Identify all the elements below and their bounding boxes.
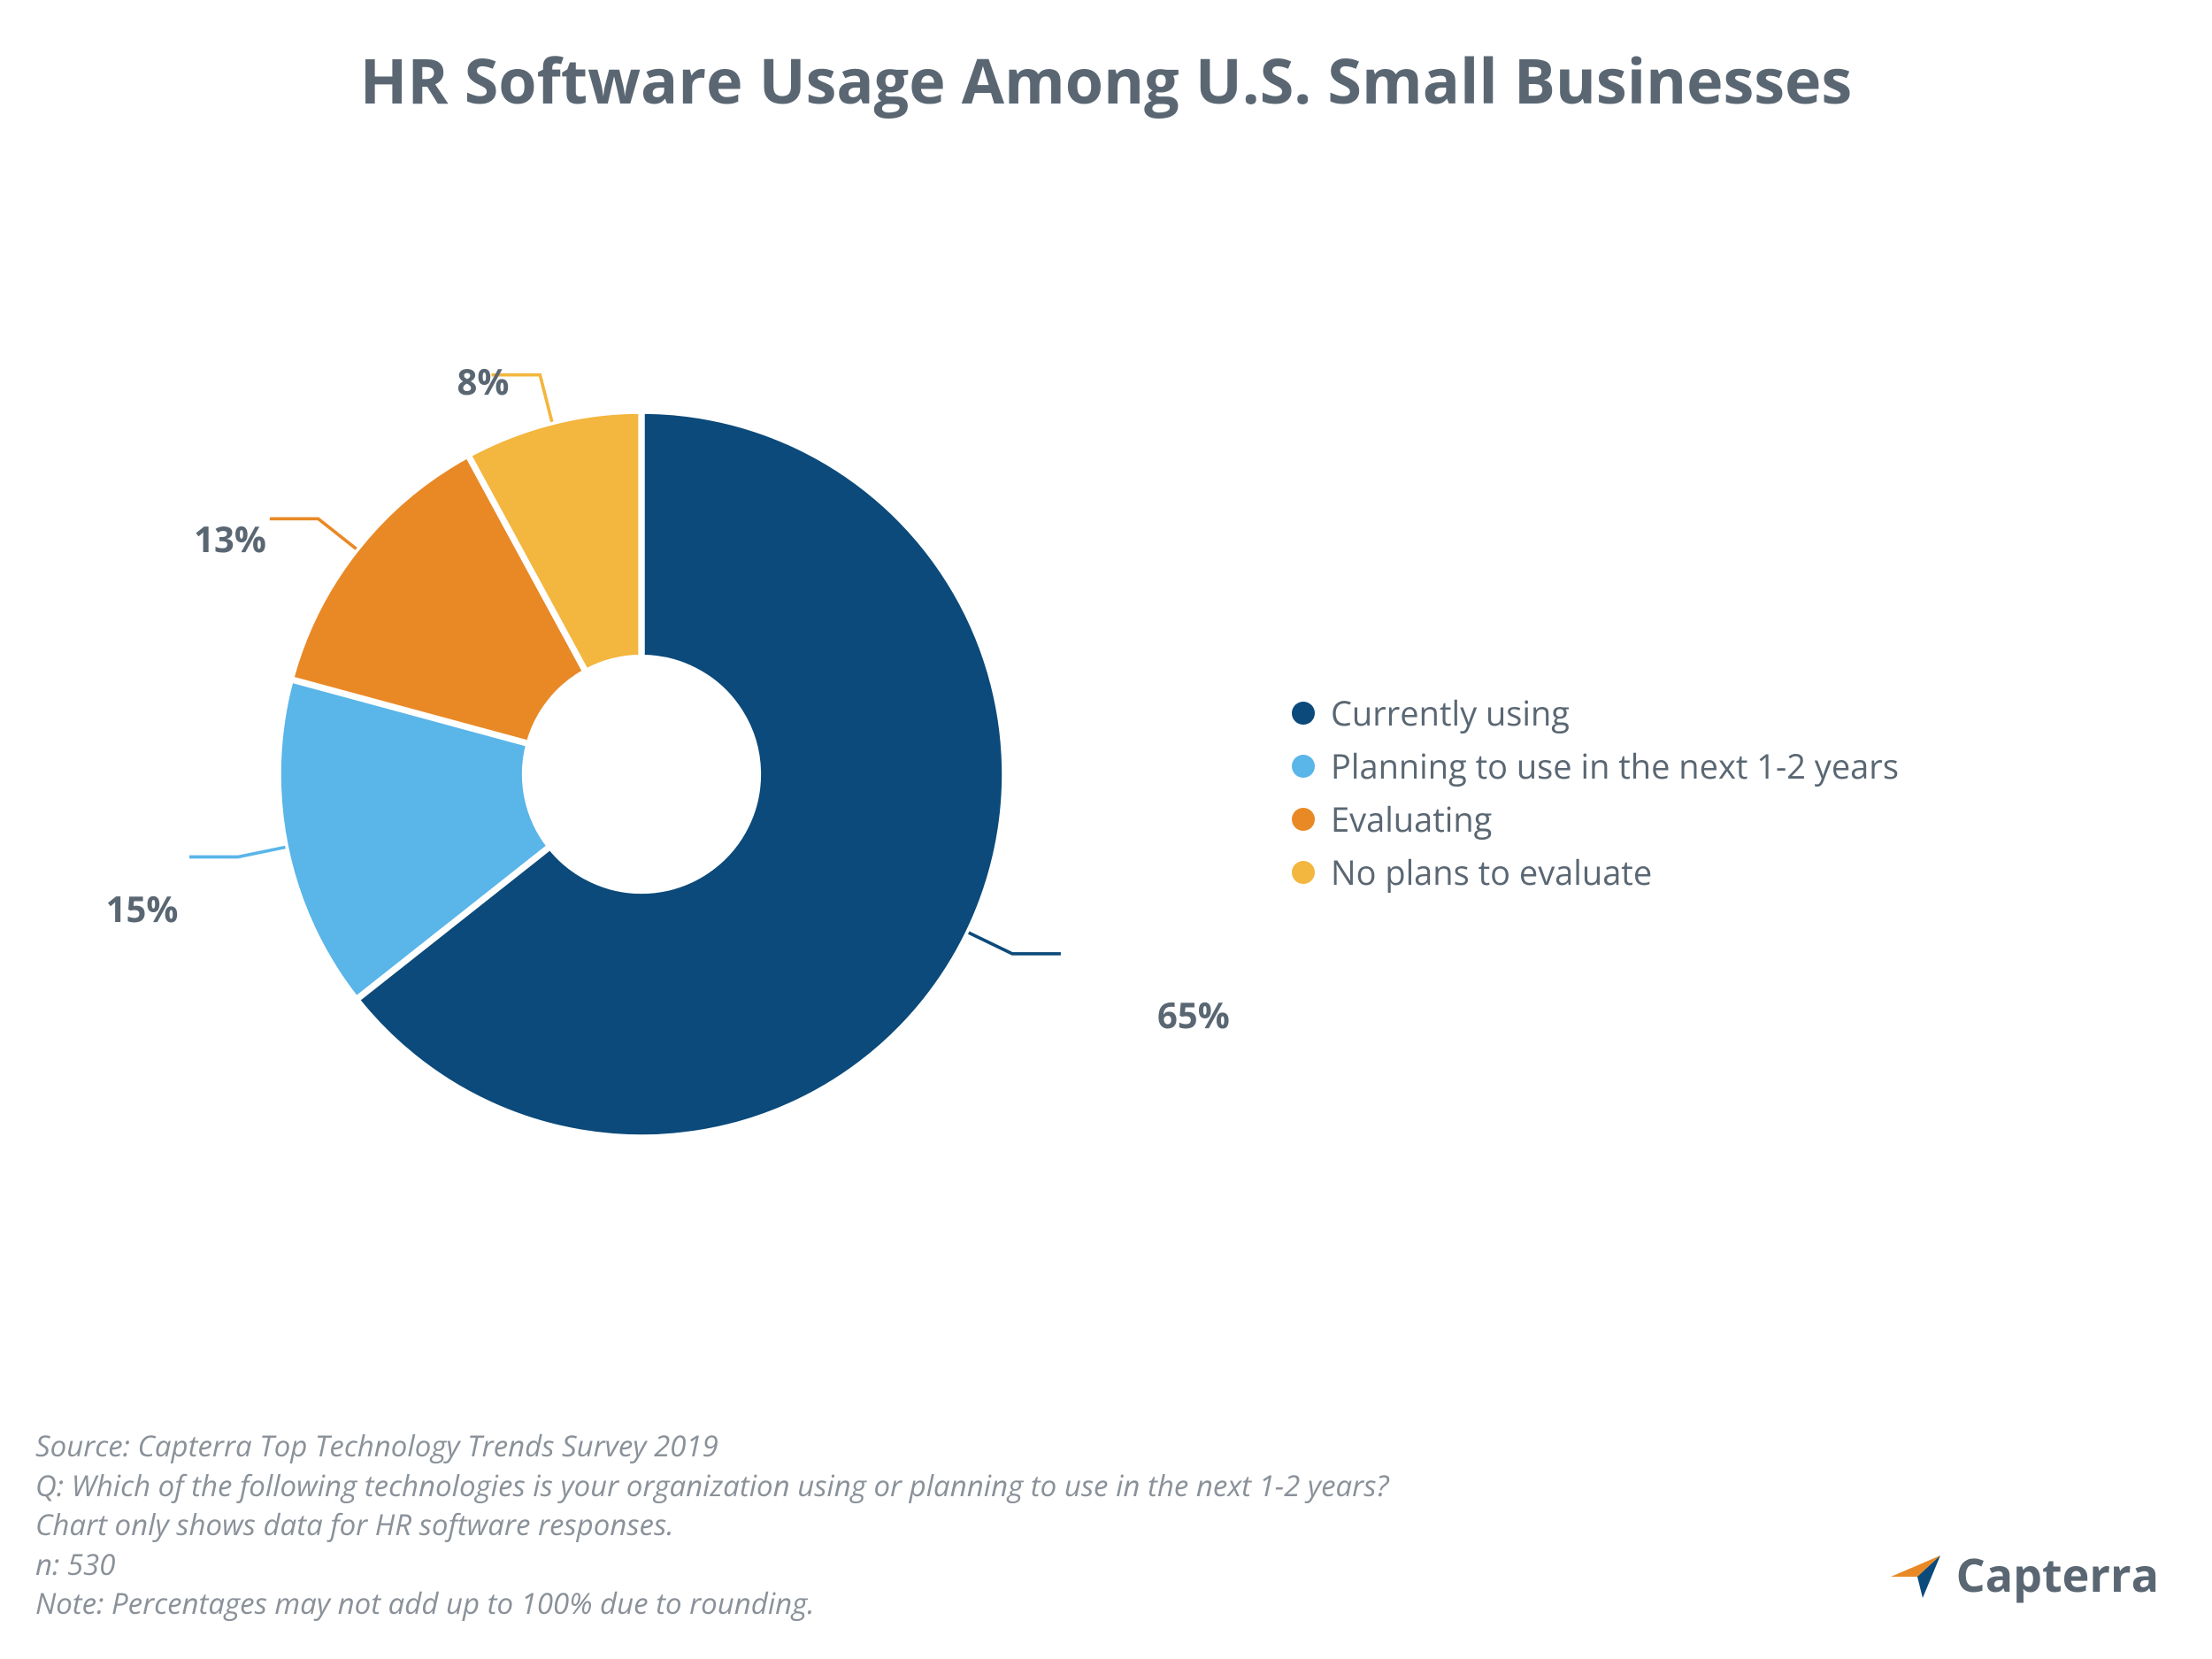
legend-label-evaluating: Evaluating	[1331, 796, 1492, 842]
footnote-line-4: Note: Percentages may not add up to 100%…	[35, 1584, 1805, 1624]
leader-planning	[189, 848, 285, 857]
capterra-logo: Capterra	[1887, 1543, 2159, 1606]
slice-label-evaluating: 13%	[194, 514, 266, 563]
footnote-line-1: Q: Which of the following technologies i…	[35, 1466, 1805, 1506]
leader-currently_using	[969, 933, 1061, 954]
slice-label-no_plans: 8%	[457, 357, 510, 405]
legend: Currently using Planning to use in the ne…	[1292, 690, 2159, 902]
legend-label-planning: Planning to use in the next 1-2 years	[1331, 743, 1899, 789]
footnote-line-0: Source: Capterra Top Technology Trends S…	[35, 1426, 1805, 1466]
legend-swatch-no_plans	[1292, 861, 1315, 884]
legend-item-evaluating: Evaluating	[1292, 796, 2159, 842]
footnotes: Source: Capterra Top Technology Trends S…	[35, 1426, 1805, 1624]
donut-svg	[177, 310, 1106, 1239]
legend-swatch-evaluating	[1292, 808, 1315, 831]
legend-label-currently_using: Currently using	[1331, 690, 1570, 736]
legend-swatch-planning	[1292, 755, 1315, 778]
legend-label-no_plans: No plans to evaluate	[1331, 849, 1652, 895]
footnote-line-2: Chart only shows data for HR software re…	[35, 1505, 1805, 1545]
legend-item-planning: Planning to use in the next 1-2 years	[1292, 743, 2159, 789]
capterra-logo-text: Capterra	[1956, 1543, 2159, 1606]
legend-swatch-currently_using	[1292, 702, 1315, 725]
footnote-line-3: n: 530	[35, 1545, 1805, 1585]
donut-chart: 65%15%13%8%	[177, 310, 1106, 1239]
leader-evaluating	[270, 518, 357, 549]
legend-item-no_plans: No plans to evaluate	[1292, 849, 2159, 895]
legend-item-currently_using: Currently using	[1292, 690, 2159, 736]
slice-label-currently_using: 65%	[1157, 990, 1230, 1039]
slice-label-planning: 15%	[106, 884, 179, 933]
capterra-arrow-icon	[1887, 1547, 1944, 1603]
chart-title: HR Software Usage Among U.S. Small Busin…	[0, 44, 2212, 116]
chart-container: HR Software Usage Among U.S. Small Busin…	[0, 0, 2212, 1659]
